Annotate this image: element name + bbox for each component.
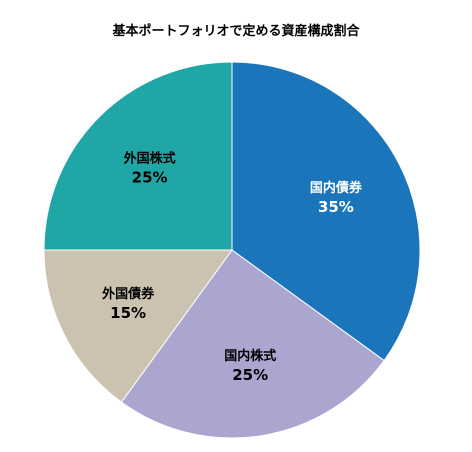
slice-label-3: 外国株式 (123, 151, 176, 167)
slice-value-1: 25% (232, 366, 268, 384)
slice-label-1: 国内株式 (224, 348, 276, 364)
pie-slice-2 (43, 249, 233, 403)
pie-slice-3 (43, 61, 233, 251)
slice-value-3: 25% (132, 169, 168, 187)
chart-title: 基本ポートフォリオで定める資産構成割合 (112, 24, 360, 39)
slice-value-2: 15% (110, 304, 146, 322)
slice-value-0: 35% (318, 198, 354, 216)
slice-label-2: 外国債券 (101, 286, 155, 302)
slice-label-0: 国内債券 (310, 180, 363, 196)
pie-slice-0 (231, 61, 421, 362)
pie-slice-1 (120, 249, 385, 439)
